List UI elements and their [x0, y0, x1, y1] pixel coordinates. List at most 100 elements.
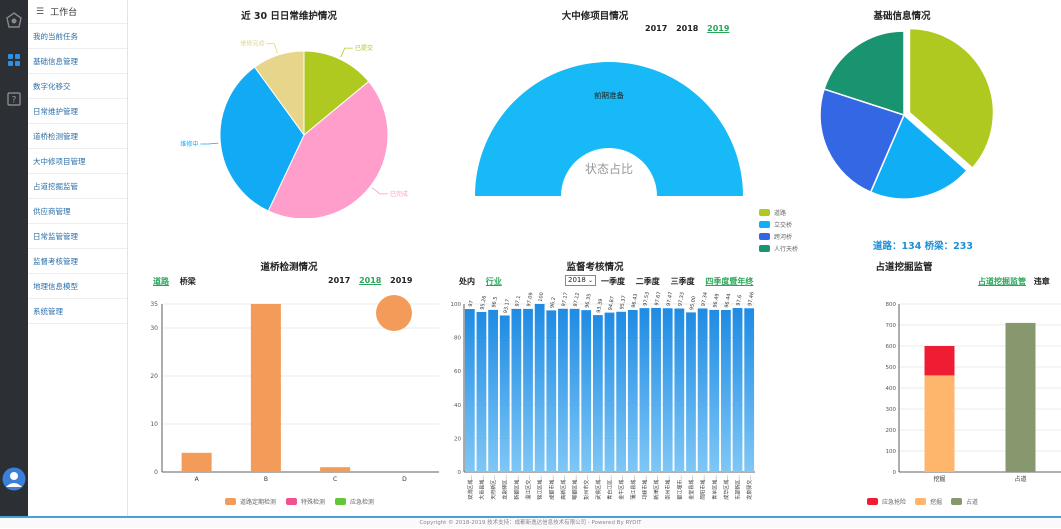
sidebar-item-assessment[interactable]: 监督考核管理: [28, 249, 127, 274]
sidebar-item-major-repair[interactable]: 大中修项目管理: [28, 149, 127, 174]
x-tick-label: 新津区城...: [653, 475, 660, 500]
inspect-tabs: 道路 桥梁: [153, 276, 204, 287]
inspect-legend: 道路定期检测 特殊检测 应急检测: [225, 497, 380, 506]
bar: [674, 308, 685, 472]
supervise-quarter-2[interactable]: 二季度: [635, 277, 660, 286]
sidebar-item-daily-supervision[interactable]: 日常监管管理: [28, 224, 127, 249]
y-tick-label: 35: [150, 301, 158, 308]
x-tick-label: 武侯区城...: [595, 475, 602, 500]
pie-slice: [253, 50, 305, 137]
sidebar-item-daily-maintenance[interactable]: 日常维护管理: [28, 99, 127, 124]
x-tick-label: 都江堰市...: [676, 475, 683, 500]
bar-value-label: 100: [538, 292, 546, 302]
legend-swatch: [951, 498, 963, 505]
projects-year-2018[interactable]: 2018: [676, 24, 699, 33]
legend-label[interactable]: 挖掘: [930, 499, 943, 506]
bar-value-label: 95.26: [480, 295, 488, 310]
x-tick-label: 天府新区...: [490, 475, 497, 500]
bar: [686, 312, 696, 472]
bar: [546, 310, 557, 472]
pie-slice: [823, 30, 905, 117]
x-tick-label: 蒲江县城...: [630, 475, 637, 500]
sidebar-item-basic-info[interactable]: 基础信息管理: [28, 49, 127, 74]
bar-segment: [924, 375, 955, 472]
sidebar-item-label: 日常监管管理: [33, 231, 78, 241]
sidebar-item-current-tasks[interactable]: 我的当前任务: [28, 24, 127, 49]
x-tick-label: 青羊区城...: [711, 475, 718, 500]
bar: [499, 315, 510, 472]
legend-label[interactable]: 应急抢险: [882, 499, 907, 506]
pie-slice: [908, 28, 995, 170]
legend-label[interactable]: 占道: [966, 499, 979, 506]
bar: [581, 310, 592, 472]
legend-item[interactable]: 人行天桥: [759, 244, 839, 253]
sidebar-item-road-excavation[interactable]: 占道挖掘监管: [28, 174, 127, 199]
sidebar-item-system[interactable]: 系统管理: [28, 299, 127, 324]
supervise-quarter-4[interactable]: 四季度暨年终: [705, 277, 754, 286]
legend-label[interactable]: 道路定期检测: [240, 499, 277, 506]
projects-year-2019[interactable]: 2019: [707, 24, 730, 33]
y-tick-label: 800: [886, 302, 897, 308]
y-tick-label: 500: [886, 365, 897, 371]
sidebar-header-label: 工作台: [50, 8, 78, 18]
dashboard-icon[interactable]: [5, 51, 23, 69]
bar: [744, 308, 755, 472]
pie-label-line: [371, 187, 388, 195]
donut-center-label: 状态占比: [585, 161, 633, 176]
supervise-year-select-value: 2018: [568, 276, 586, 284]
supervise-year-select[interactable]: 2018 ⌄: [565, 275, 596, 286]
user-avatar-icon[interactable]: [2, 467, 26, 491]
supervise-quarter-3[interactable]: 三季度: [670, 277, 695, 286]
bar-value-label: 97.12: [573, 292, 581, 307]
legend-swatch: [759, 209, 770, 216]
sidebar-item-supplier[interactable]: 供应商管理: [28, 199, 127, 224]
x-tick-label: 郫都区城...: [572, 475, 579, 500]
floating-action-circle[interactable]: [376, 295, 412, 331]
sidebar-item-label: 基础信息管理: [33, 56, 78, 66]
sidebar-item-gis-model[interactable]: 地理信息模型: [28, 274, 127, 299]
legend-item[interactable]: 道路: [759, 208, 839, 217]
donut-segment-label: 前期准备: [594, 90, 624, 100]
sidebar-header[interactable]: ☰ 工作台: [28, 0, 127, 24]
bar: [604, 312, 615, 472]
help-icon[interactable]: ?: [5, 90, 23, 108]
y-tick-label: 600: [886, 344, 897, 350]
inspect-year-2018[interactable]: 2018: [359, 276, 382, 285]
legend-label[interactable]: 应急检测: [350, 499, 375, 506]
legend-label: 道路: [774, 210, 787, 217]
legend-swatch: [286, 498, 298, 505]
x-tick-label: 大邑县城...: [478, 475, 485, 500]
x-tick-label: 高新区城...: [560, 475, 567, 500]
legend-item[interactable]: 跨河桥: [759, 232, 839, 241]
y-tick-label: 20: [454, 436, 461, 442]
supervise-tab-industry[interactable]: 行业: [485, 277, 502, 286]
basic-legend: 道路立交桥跨河桥人行天桥: [759, 208, 839, 256]
y-tick-label: 200: [886, 428, 897, 434]
sidebar-item-label: 地理信息模型: [33, 281, 78, 291]
inspect-tab-road[interactable]: 道路: [153, 277, 169, 286]
x-tick-label: 新都区城...: [513, 475, 520, 500]
sidebar-item-road-bridge-inspection[interactable]: 道桥检测管理: [28, 124, 127, 149]
y-tick-label: 10: [150, 421, 158, 428]
dig-tab-excavation[interactable]: 占道挖掘监管: [978, 277, 1026, 286]
donut-segment: [475, 62, 743, 196]
x-tick-label: 龙泉驿区...: [502, 475, 509, 500]
supervise-tab-internal[interactable]: 处内: [459, 277, 475, 286]
bar-value-label: 95.37: [619, 295, 627, 310]
legend-swatch: [335, 498, 347, 505]
sidebar-item-digital-handover[interactable]: 数字化移交: [28, 74, 127, 99]
inspect-tab-bridge[interactable]: 桥梁: [179, 277, 196, 286]
bar-value-label: 97.47: [666, 291, 674, 306]
legend-item[interactable]: 立交桥: [759, 220, 839, 229]
inspect-chart-title: 道桥检测情况: [260, 262, 318, 273]
bar-value-label: 96.5: [491, 296, 499, 308]
dig-tab-violation[interactable]: 违章: [1033, 277, 1050, 286]
bar-value-label: 96.44: [724, 293, 732, 308]
projects-year-2017[interactable]: 2017: [645, 24, 668, 33]
legend-label[interactable]: 特殊检测: [301, 499, 326, 506]
inspect-year-2017[interactable]: 2017: [328, 276, 351, 285]
supervise-quarter-1[interactable]: 一季度: [601, 277, 625, 286]
basic-chart-title: 基础信息情况: [873, 11, 931, 22]
x-tick-label: 彭州市交...: [583, 475, 590, 500]
inspect-year-2019[interactable]: 2019: [390, 276, 413, 285]
